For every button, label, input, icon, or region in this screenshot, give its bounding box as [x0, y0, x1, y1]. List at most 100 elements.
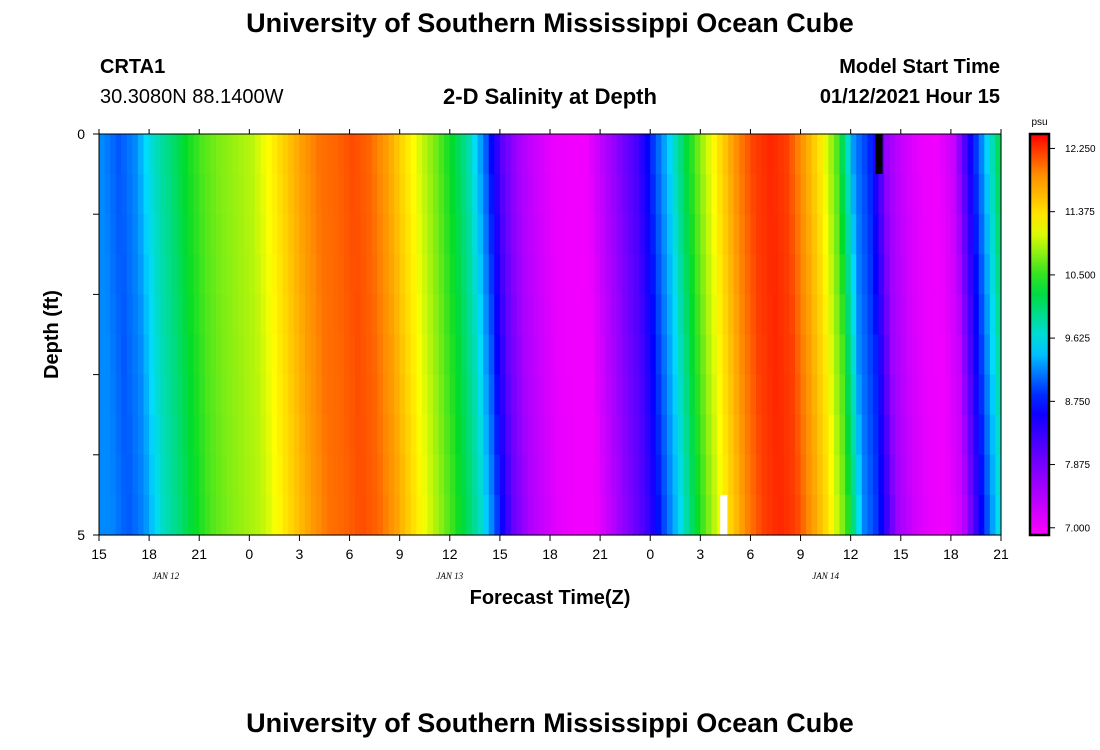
heatmap-cell [527, 254, 534, 295]
heatmap-cell [767, 414, 774, 456]
heatmap-cell [861, 134, 868, 175]
heatmap-cell [911, 174, 919, 215]
heatmap-cell [939, 254, 946, 295]
heatmap-cell [321, 494, 328, 536]
heatmap-cell [600, 494, 607, 536]
heatmap-cell [978, 294, 985, 336]
heatmap-cell [405, 254, 412, 295]
heatmap-cell [956, 214, 963, 255]
heatmap-cell [522, 334, 529, 376]
heatmap-cell [388, 174, 395, 215]
heatmap-cell [639, 174, 646, 215]
heatmap-cell [321, 174, 328, 215]
heatmap-cell [884, 374, 891, 416]
heatmap-cell [444, 374, 451, 416]
heatmap-cell [594, 374, 601, 416]
heatmap-cell [678, 294, 685, 336]
heatmap-cell [266, 174, 273, 215]
heatmap-cell [984, 254, 991, 295]
heatmap-cell [210, 414, 217, 456]
heatmap-cell [271, 254, 278, 295]
heatmap-cell [934, 134, 941, 175]
heatmap-cell [488, 134, 495, 175]
heatmap-cell [839, 254, 846, 295]
heatmap-cell [165, 254, 172, 295]
heatmap-cell [583, 254, 590, 295]
heatmap-cell [527, 294, 534, 336]
heatmap-cell [622, 214, 629, 255]
heatmap-cell [176, 254, 184, 295]
heatmap-cell [221, 214, 228, 255]
heatmap-cell [310, 494, 317, 536]
heatmap-cell [355, 294, 362, 336]
heatmap-cell [254, 334, 262, 376]
heatmap-cell [405, 494, 412, 536]
heatmap-cell [650, 174, 657, 215]
heatmap-cell [149, 494, 156, 536]
heatmap-cell [683, 134, 690, 175]
heatmap-cell [266, 254, 273, 295]
heatmap-cell [249, 254, 256, 295]
heatmap-cell [483, 494, 490, 536]
heatmap-cell [945, 214, 952, 255]
heatmap-cell [210, 374, 217, 416]
heatmap-cell [221, 134, 228, 175]
heatmap-cell [739, 214, 746, 255]
heatmap-cell [878, 214, 885, 255]
heatmap-cell [193, 294, 200, 336]
heatmap-cell [254, 494, 262, 536]
heatmap-cell [733, 134, 740, 175]
heatmap-cell [872, 414, 880, 456]
heatmap-cell [271, 494, 278, 536]
heatmap-cell [199, 454, 206, 496]
heatmap-cell [171, 254, 178, 295]
heatmap-cell [778, 414, 785, 456]
heatmap-cell [722, 334, 729, 376]
heatmap-cell [332, 374, 340, 416]
heatmap-cell [828, 334, 835, 376]
heatmap-cell [794, 414, 802, 456]
heatmap-cell [705, 214, 713, 255]
heatmap-cell [967, 454, 974, 496]
heatmap-cell [305, 214, 312, 255]
heatmap-cell [137, 454, 145, 496]
heatmap-cell [962, 334, 969, 376]
heatmap-cell [433, 414, 440, 456]
heatmap-cell [650, 414, 657, 456]
heatmap-cell [789, 414, 796, 456]
heatmap-cell [884, 254, 891, 295]
heatmap-cell [260, 254, 267, 295]
heatmap-cell [176, 414, 184, 456]
heatmap-cell [210, 214, 217, 255]
heatmap-cell [176, 494, 184, 536]
heatmap-cell [689, 454, 696, 496]
heatmap-cell [811, 334, 818, 376]
heatmap-cell [783, 374, 791, 416]
heatmap-cell [522, 214, 529, 255]
heatmap-cell [984, 294, 991, 336]
heatmap-cell [744, 374, 752, 416]
heatmap-cell [561, 214, 568, 255]
heatmap-cell [711, 494, 718, 536]
heatmap-cell [717, 174, 724, 215]
heatmap-cell [672, 414, 679, 456]
heatmap-cell [861, 174, 868, 215]
heatmap-cell [800, 374, 807, 416]
heatmap-cell [249, 294, 256, 336]
heatmap-cell [945, 334, 952, 376]
heatmap-cell [277, 334, 284, 376]
heatmap-cell [923, 414, 930, 456]
heatmap-cell [488, 374, 495, 416]
heatmap-cell [978, 414, 985, 456]
heatmap-cell [566, 214, 573, 255]
heatmap-cell [126, 374, 134, 416]
heatmap-cell [711, 254, 718, 295]
heatmap-cell [332, 334, 340, 376]
heatmap-cell [499, 254, 507, 295]
heatmap-cell [494, 454, 501, 496]
heatmap-cell [895, 294, 902, 336]
heatmap-cell [199, 374, 206, 416]
heatmap-cell [472, 334, 479, 376]
heatmap-cell [962, 494, 969, 536]
heatmap-cell [616, 134, 623, 175]
